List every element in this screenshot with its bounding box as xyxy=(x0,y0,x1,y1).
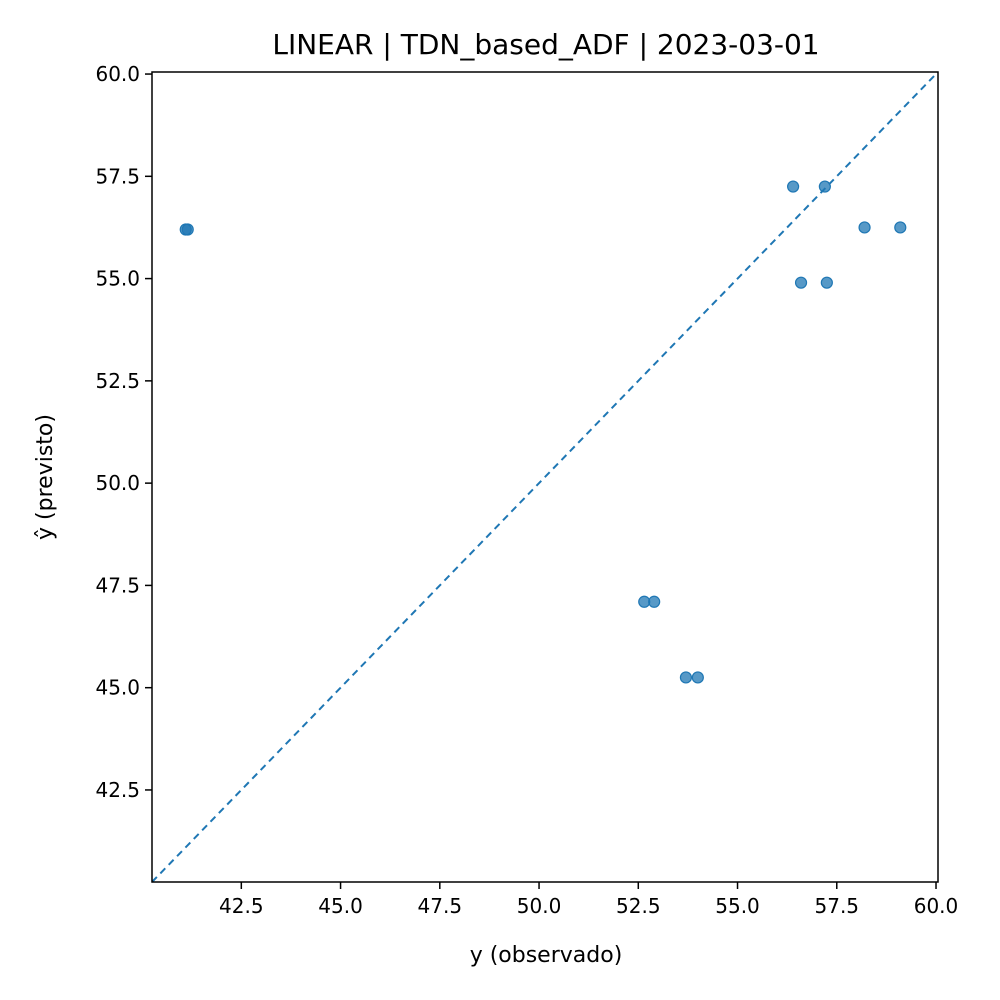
data-point xyxy=(818,180,831,193)
y-tick-label: 42.5 xyxy=(95,778,140,802)
x-axis: 42.5 45.0 47.5 50.0 52.5 55.0 57.5 60.0 xyxy=(219,882,958,918)
y-tick-label: 45.0 xyxy=(95,676,140,700)
x-tick-label: 42.5 xyxy=(219,894,264,918)
y-axis: 42.5 45.0 47.5 50.0 52.5 55.0 57.5 60.0 xyxy=(95,62,152,802)
x-tick-label: 55.0 xyxy=(715,894,760,918)
data-point xyxy=(820,276,833,289)
y-tick-label: 57.5 xyxy=(95,164,140,188)
y-tick-label: 52.5 xyxy=(95,369,140,393)
data-point xyxy=(894,221,907,234)
y-tick-label: 60.0 xyxy=(95,62,140,86)
y-tick-label: 55.0 xyxy=(95,267,140,291)
data-point xyxy=(181,223,194,236)
x-tick-label: 45.0 xyxy=(318,894,363,918)
data-point xyxy=(787,180,800,193)
x-tick-label: 57.5 xyxy=(815,894,860,918)
identity-reference-line xyxy=(151,71,939,883)
points-layer xyxy=(179,180,907,684)
y-tick-label: 47.5 xyxy=(95,573,140,597)
data-point xyxy=(679,671,693,684)
y-tick-label: 50.0 xyxy=(95,471,140,495)
x-tick-label: 60.0 xyxy=(914,894,959,918)
data-point xyxy=(691,671,704,684)
x-tick-label: 47.5 xyxy=(418,894,463,918)
reference-line-layer xyxy=(151,71,939,883)
data-point xyxy=(794,276,808,289)
data-point xyxy=(648,595,661,608)
data-point xyxy=(858,221,871,234)
plot-frame xyxy=(151,71,939,883)
y-axis-label: ŷ (previsto) xyxy=(33,414,58,540)
x-tick-label: 52.5 xyxy=(616,894,661,918)
x-tick-label: 50.0 xyxy=(517,894,562,918)
chart-title: LINEAR | TDN_based_ADF | 2023-03-01 xyxy=(272,28,819,61)
x-axis-label: y (observado) xyxy=(470,943,623,968)
